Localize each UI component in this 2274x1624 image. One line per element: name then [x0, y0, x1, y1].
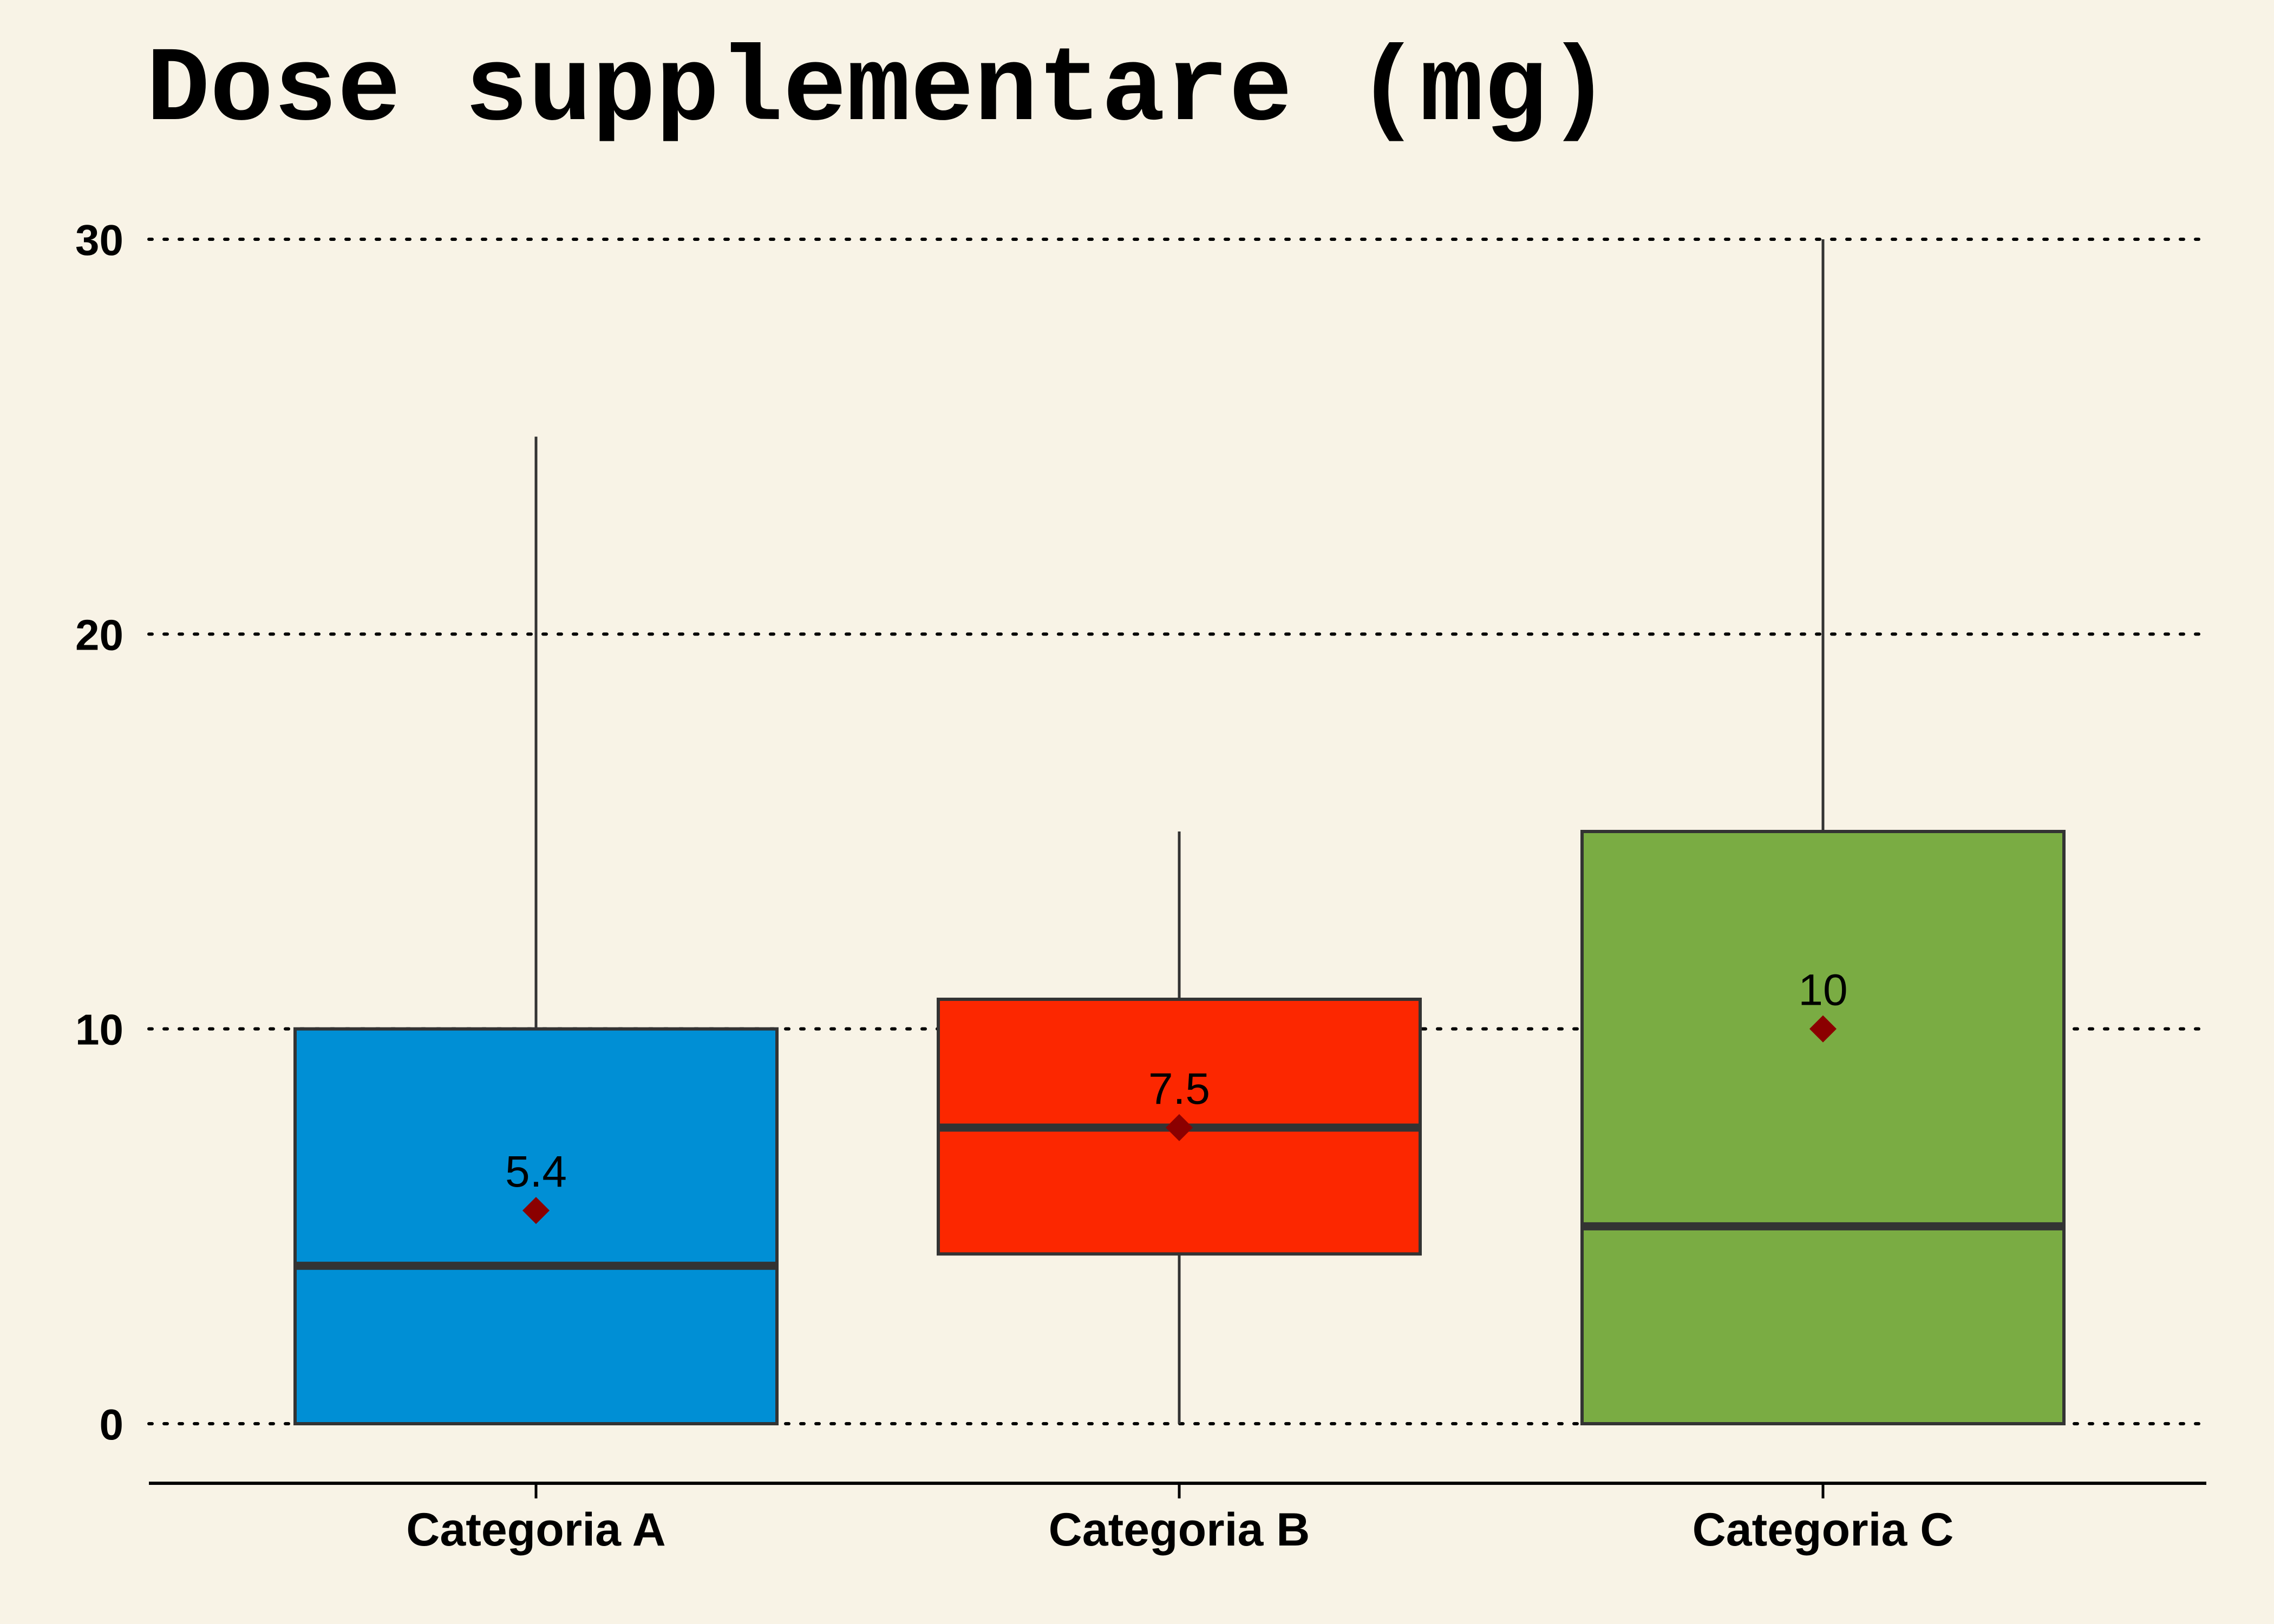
y-tick-label-10: 10	[75, 1006, 123, 1054]
y-tick-label-20: 20	[75, 611, 123, 659]
y-axis-tick-labels: 0 10 20 30	[75, 216, 123, 1449]
mean-marker	[1809, 1015, 1837, 1043]
mean-marker	[1166, 1114, 1193, 1141]
box-1: 5.4	[293, 436, 779, 1425]
x-tick-label-2: Categoria B	[1049, 1504, 1310, 1556]
mean-label: 5.4	[505, 1147, 567, 1196]
box-body	[1580, 830, 2066, 1425]
boxes: 5.4 7.5 10	[293, 239, 2066, 1425]
box-2: 7.5	[937, 831, 1422, 1424]
x-tick-label-3: Categoria C	[1693, 1504, 1954, 1556]
x-tick-label-1: Categoria A	[406, 1504, 665, 1556]
mean-label: 10	[1798, 966, 1847, 1015]
x-axis: Categoria A Categoria B Categoria C	[149, 1482, 2206, 1556]
mean-marker	[522, 1197, 550, 1224]
chart-title: Dose supplementare (mg)	[146, 31, 1611, 151]
y-tick-label-30: 30	[75, 216, 123, 264]
mean-label: 7.5	[1148, 1064, 1210, 1114]
box-3: 10	[1580, 239, 2066, 1425]
y-tick-label-0: 0	[100, 1400, 124, 1449]
box-body	[293, 1027, 779, 1425]
